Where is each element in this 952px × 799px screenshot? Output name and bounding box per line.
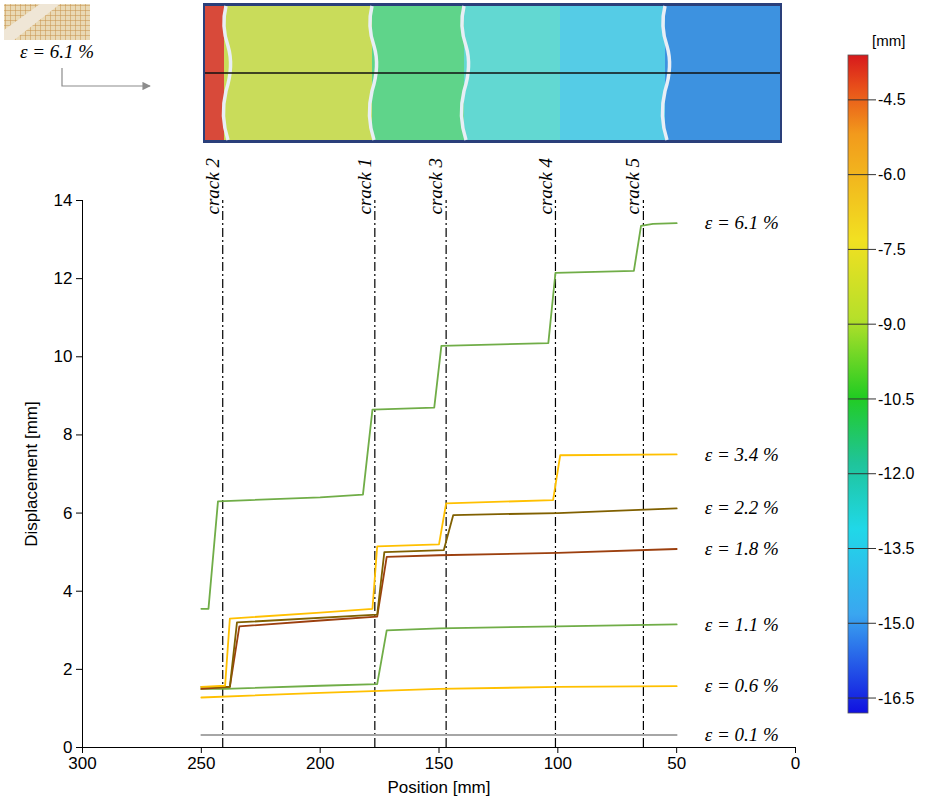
svg-text:-7.5: -7.5 — [878, 241, 906, 258]
svg-text:-4.5: -4.5 — [878, 91, 906, 108]
svg-text:-10.5: -10.5 — [878, 391, 915, 408]
svg-text:-15.0: -15.0 — [878, 615, 915, 632]
svg-text:ε = 3.4 %: ε = 3.4 % — [705, 444, 779, 465]
svg-text:10: 10 — [54, 347, 73, 366]
svg-text:100: 100 — [544, 754, 572, 773]
svg-text:8: 8 — [63, 425, 72, 444]
svg-text:-16.5: -16.5 — [878, 690, 915, 707]
svg-text:[mm]: [mm] — [872, 32, 905, 49]
svg-text:ε = 1.1 %: ε = 1.1 % — [705, 614, 779, 635]
svg-text:ε = 6.1 %: ε = 6.1 % — [20, 41, 94, 62]
svg-text:crack 4: crack 4 — [535, 158, 556, 215]
svg-text:0: 0 — [63, 738, 72, 757]
svg-text:-9.0: -9.0 — [878, 316, 906, 333]
svg-text:ε = 0.1 %: ε = 0.1 % — [705, 724, 779, 745]
svg-text:ε = 0.6 %: ε = 0.6 % — [705, 675, 779, 696]
svg-text:300: 300 — [68, 754, 96, 773]
svg-text:6: 6 — [63, 504, 72, 523]
svg-text:0: 0 — [791, 754, 800, 773]
svg-text:crack 1: crack 1 — [354, 158, 375, 214]
svg-text:Displacement [mm]: Displacement [mm] — [22, 401, 41, 546]
svg-text:-6.0: -6.0 — [878, 166, 906, 183]
svg-text:250: 250 — [187, 754, 215, 773]
svg-text:2: 2 — [63, 660, 72, 679]
svg-text:200: 200 — [306, 754, 334, 773]
svg-text:ε = 6.1 %: ε = 6.1 % — [705, 212, 779, 233]
svg-text:14: 14 — [54, 191, 73, 210]
svg-text:-12.0: -12.0 — [878, 465, 915, 482]
svg-text:150: 150 — [425, 754, 453, 773]
svg-text:12: 12 — [54, 269, 73, 288]
svg-text:crack 5: crack 5 — [622, 158, 643, 214]
svg-text:-13.5: -13.5 — [878, 540, 915, 557]
svg-text:crack 2: crack 2 — [202, 158, 223, 215]
svg-text:ε = 1.8 %: ε = 1.8 % — [705, 538, 779, 559]
svg-text:Position [mm]: Position [mm] — [388, 778, 491, 797]
svg-text:50: 50 — [667, 754, 686, 773]
svg-text:4: 4 — [63, 582, 72, 601]
svg-text:ε = 2.2 %: ε = 2.2 % — [705, 497, 779, 518]
svg-text:crack 3: crack 3 — [425, 158, 446, 214]
